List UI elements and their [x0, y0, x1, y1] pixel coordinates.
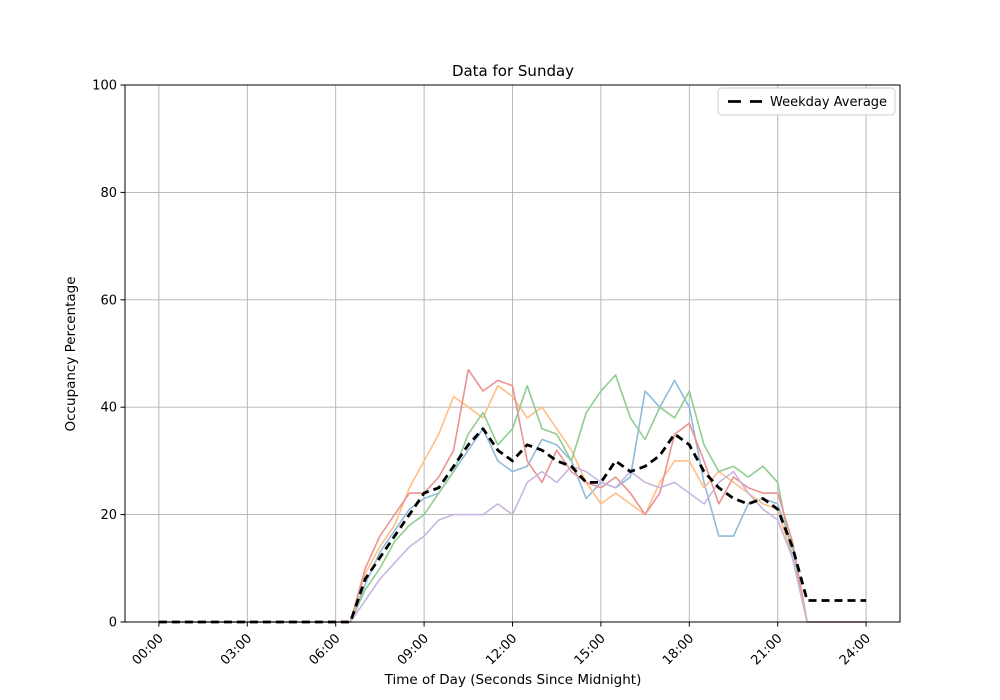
x-tick-label: 00:00	[130, 631, 167, 668]
x-tick-label: 24:00	[837, 631, 874, 668]
x-tick-label: 21:00	[748, 631, 785, 668]
y-axis-label: Occupancy Percentage	[63, 276, 79, 431]
legend: Weekday Average	[717, 87, 896, 116]
x-tick-label: 15:00	[572, 631, 609, 668]
y-tick-label: 100	[92, 79, 117, 94]
y-tick-label: 0	[109, 616, 117, 631]
x-tick-label: 06:00	[306, 631, 343, 668]
y-tick-label: 20	[100, 508, 117, 523]
x-tick-label: 18:00	[660, 631, 697, 668]
x-tick-label: 03:00	[218, 631, 255, 668]
y-tick-label: 60	[100, 293, 117, 308]
y-tick-label: 40	[100, 401, 117, 416]
legend-label: Weekday Average	[770, 95, 887, 110]
grid-layer	[125, 84, 900, 623]
y-tick-label: 80	[100, 186, 117, 201]
x-axis-label: Time of Day (Seconds Since Midnight)	[384, 672, 642, 688]
y-tick-labels: 0 20 40 60 80 100	[92, 79, 117, 631]
chart-title: Data for Sunday	[452, 62, 574, 80]
tick-layer	[120, 84, 867, 627]
x-tick-label: 12:00	[483, 631, 520, 668]
x-tick-label: 09:00	[395, 631, 432, 668]
legend-box	[717, 87, 896, 116]
x-tick-labels: 00:00 03:00 06:00 09:00 12:00 15:00 18:00 21:00…	[130, 631, 874, 668]
